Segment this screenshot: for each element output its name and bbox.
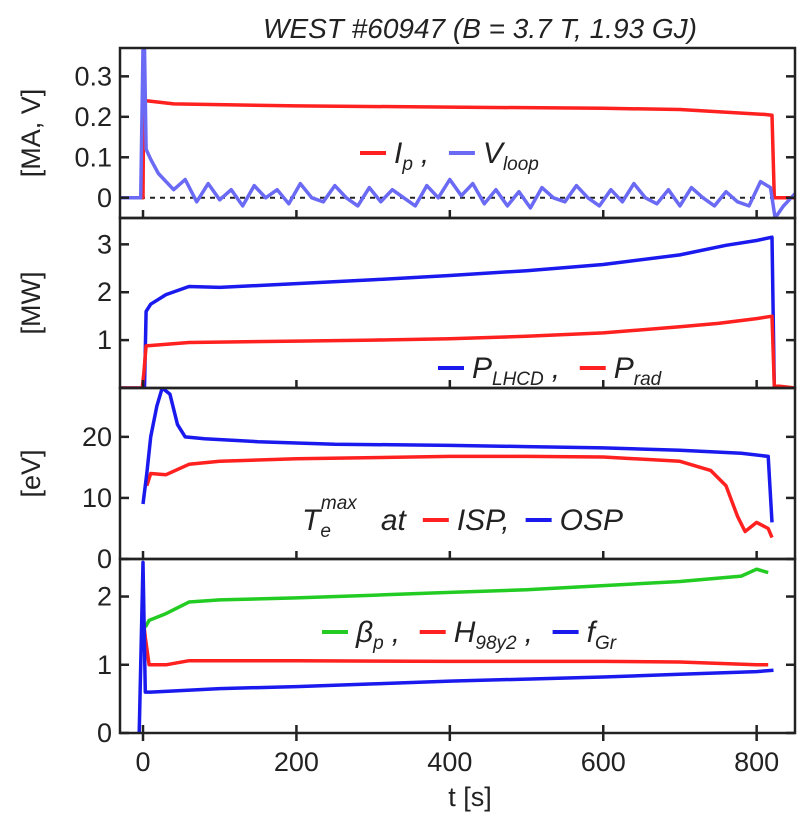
legend-separator: , [421,137,429,170]
y-tick-label: 0 [97,544,112,574]
series-prad-line [120,314,795,388]
x-tick-label: 800 [734,747,779,777]
legend-label: βp [355,616,384,654]
legend-separator: , [552,352,560,385]
series-βp-line [143,567,769,629]
y-tick-label: 2 [97,582,112,612]
x-tick-label: 200 [274,747,319,777]
x-axis: 0 200 400 600 800 [135,733,779,777]
legend-separator: at [381,504,408,537]
y-tick-label: 1 [97,325,112,355]
legend: Ip, Vloop [360,137,539,175]
series-h98y2-line [141,616,769,667]
x-tick-label: 400 [427,747,472,777]
panel-loop-current: 0 0.1 0.2 0.3 [MA, V] Ip, Vloop [16,46,797,220]
y-axis-label: [eV] [16,449,46,497]
legend-separator: , [392,616,400,649]
legend-label: PLHCD [472,352,544,390]
legend-label: Temax [302,493,358,542]
legend-label: OSP [560,504,623,537]
legend-label: H98y2 [454,616,517,654]
legend-label: ISP, [457,504,510,537]
legend-label: fGr [587,616,617,654]
y-tick-label: 1 [97,650,112,680]
legend-label: Ip [394,137,413,175]
legend: βp, H98y2, fGr [322,616,617,654]
legend-label: Vloop [483,137,539,175]
y-tick-label: 0 [97,183,112,213]
y-tick-label: 0.3 [74,61,112,91]
x-tick-label: 600 [581,747,626,777]
series-ip-line [120,70,795,200]
series-fgr-line [137,560,774,733]
series-isp-line [145,454,774,539]
y-axis-label: [MW] [16,272,46,335]
y-tick-label: 10 [82,483,112,513]
panel-frame [118,216,797,390]
y-tick-label: 0.2 [74,102,112,132]
legend: PLHCD, Prad [438,352,663,390]
y-tick-label: 0.1 [74,142,112,172]
chart-title: WEST #60947 (B = 3.7 T, 1.93 GJ) [263,13,697,44]
series-osp-line [141,388,774,523]
series-plhcd-line [120,235,795,388]
panel-frame [118,557,797,735]
y-tick-label: 0 [97,718,112,748]
x-axis-label: t [s] [448,782,492,812]
series-vloop-line [120,48,795,218]
y-tick-label: 20 [82,422,112,452]
y-tick-label: 3 [97,229,112,259]
y-tick-label: 2 [97,277,112,307]
x-tick-label: 0 [135,747,150,777]
legend-label: Prad [614,352,663,390]
y-axis-label: [MA, V] [16,89,46,178]
legend-separator: , [525,616,533,649]
panel-power: 1 2 3 [MW] PLHCD, Prad [16,216,797,390]
